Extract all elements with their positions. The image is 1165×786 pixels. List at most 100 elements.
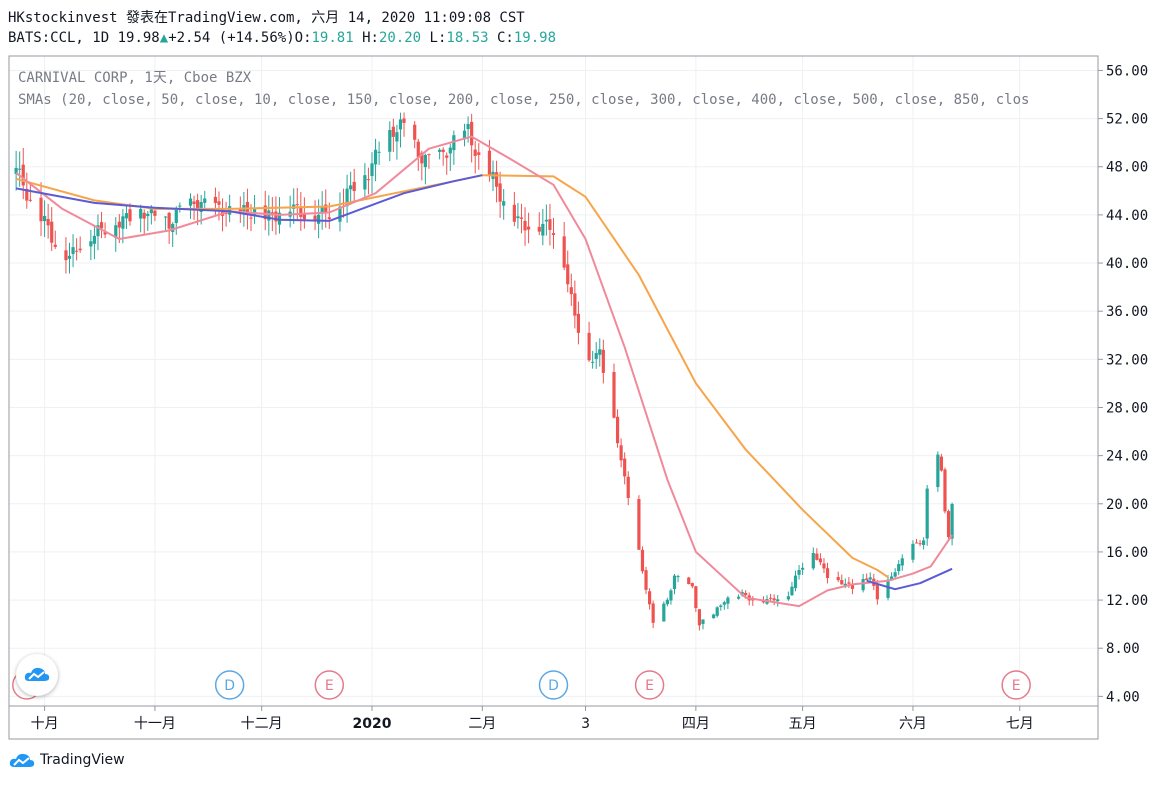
event-marker-label: E xyxy=(1012,678,1021,694)
price-tick-label: 48.00 xyxy=(1106,160,1148,176)
candle-body xyxy=(146,213,150,217)
candle-body xyxy=(149,207,153,214)
candle-body xyxy=(203,198,207,203)
price-tick-label: 40.00 xyxy=(1106,256,1148,272)
candle-body xyxy=(587,332,591,361)
candle-body xyxy=(366,179,371,181)
candle-body xyxy=(544,219,548,222)
candle-body xyxy=(441,149,445,153)
candle-body xyxy=(516,216,520,219)
candle-body xyxy=(786,596,790,600)
candle-body xyxy=(665,599,669,605)
candle-body xyxy=(615,416,620,444)
candle-body xyxy=(103,232,107,235)
candle-body xyxy=(801,567,805,570)
candle-body xyxy=(121,216,125,229)
candle-body xyxy=(918,543,922,545)
time-tick-label: 2020 xyxy=(353,716,392,732)
candle-body xyxy=(238,208,242,212)
candle-body xyxy=(822,563,826,569)
candle-body xyxy=(53,244,57,247)
candle-body xyxy=(712,614,716,619)
candle-body xyxy=(836,577,840,581)
candle-body xyxy=(196,200,200,210)
candle-body xyxy=(548,219,552,230)
candle-body xyxy=(92,235,97,244)
low-value: 18.53 xyxy=(446,30,489,46)
candle-body xyxy=(526,226,531,230)
price-axis: 4.00 8.00 12.00 16.00 20.00 24.00 28.00 32.00 36… xyxy=(1098,63,1148,705)
price-tick-label: 28.00 xyxy=(1106,400,1148,416)
candle-body xyxy=(551,233,556,235)
candle-body xyxy=(562,236,566,268)
candle-body xyxy=(263,205,267,220)
candle-body xyxy=(320,206,324,214)
candle-body xyxy=(188,198,193,206)
candle-body xyxy=(295,204,299,206)
event-marker xyxy=(314,670,345,700)
candle-body xyxy=(349,185,353,190)
candle-body xyxy=(694,586,698,609)
sma-line xyxy=(15,135,953,608)
candle-body xyxy=(672,575,677,590)
candle-body xyxy=(815,553,819,560)
candle-body xyxy=(445,155,449,158)
event-marker-label: E xyxy=(325,678,334,694)
candle-body xyxy=(736,596,741,599)
tradingview-logo-button[interactable] xyxy=(16,654,58,696)
price-tick-label: 8.00 xyxy=(1106,641,1140,657)
high-label: H: xyxy=(362,30,379,46)
change-pct: (+14.56%) xyxy=(218,30,295,46)
candle-body xyxy=(612,371,616,418)
candle-body xyxy=(601,349,605,373)
time-axis: 十月 十一月 十二月 2020 二月 3 四月 五月 六月 七月 xyxy=(31,706,1034,732)
candle-body xyxy=(573,293,577,316)
candle-body xyxy=(619,445,623,461)
candle-body xyxy=(950,504,954,539)
candle-body xyxy=(676,576,680,578)
tradingview-cloud-icon xyxy=(9,753,35,767)
candle-body xyxy=(274,211,278,222)
candle-body xyxy=(139,208,143,219)
candle-body xyxy=(50,221,54,243)
candle-body xyxy=(345,188,349,207)
legend-title: CARNIVAL CORP, 1天, Cboe BZX xyxy=(18,70,252,86)
price-tick-label: 20.00 xyxy=(1106,497,1148,513)
candle-body xyxy=(21,164,25,186)
candle-body xyxy=(71,247,75,255)
change: +2.54 xyxy=(168,30,211,46)
time-tick-label: 十月 xyxy=(31,716,59,732)
candle-body xyxy=(28,199,32,201)
candle-body xyxy=(768,597,773,599)
time-tick-label: 六月 xyxy=(899,716,927,732)
candle-body xyxy=(811,553,815,569)
open-label: O: xyxy=(294,30,312,46)
time-tick-label: 十二月 xyxy=(241,716,283,732)
candle-body xyxy=(192,201,196,205)
sma-lines xyxy=(15,135,953,608)
candle-body xyxy=(42,215,47,222)
candle-body xyxy=(594,353,598,359)
candle-body xyxy=(722,602,726,605)
event-marker xyxy=(538,670,569,700)
price-tick-label: 36.00 xyxy=(1106,304,1148,320)
candle-body xyxy=(865,578,869,581)
footer-brand[interactable]: TradingView xyxy=(8,750,125,770)
time-tick-label: 3 xyxy=(581,716,590,732)
sma-line xyxy=(866,567,953,591)
candle-body xyxy=(566,264,570,285)
candle-body xyxy=(363,175,367,190)
candle-body xyxy=(377,151,381,153)
candle-body xyxy=(178,205,182,207)
candle-body xyxy=(818,558,823,563)
event-marker-label: E xyxy=(645,678,654,694)
candle-body xyxy=(626,476,630,498)
time-tick-label: 二月 xyxy=(468,716,496,732)
publish-info: HKstockinvest 發表在TradingView.com, 六月 14,… xyxy=(8,7,525,27)
interval: 1D xyxy=(92,30,110,46)
candle-body xyxy=(473,149,477,156)
candle-body xyxy=(726,597,730,604)
candle-body xyxy=(217,201,221,205)
close-value: 19.98 xyxy=(513,30,557,46)
